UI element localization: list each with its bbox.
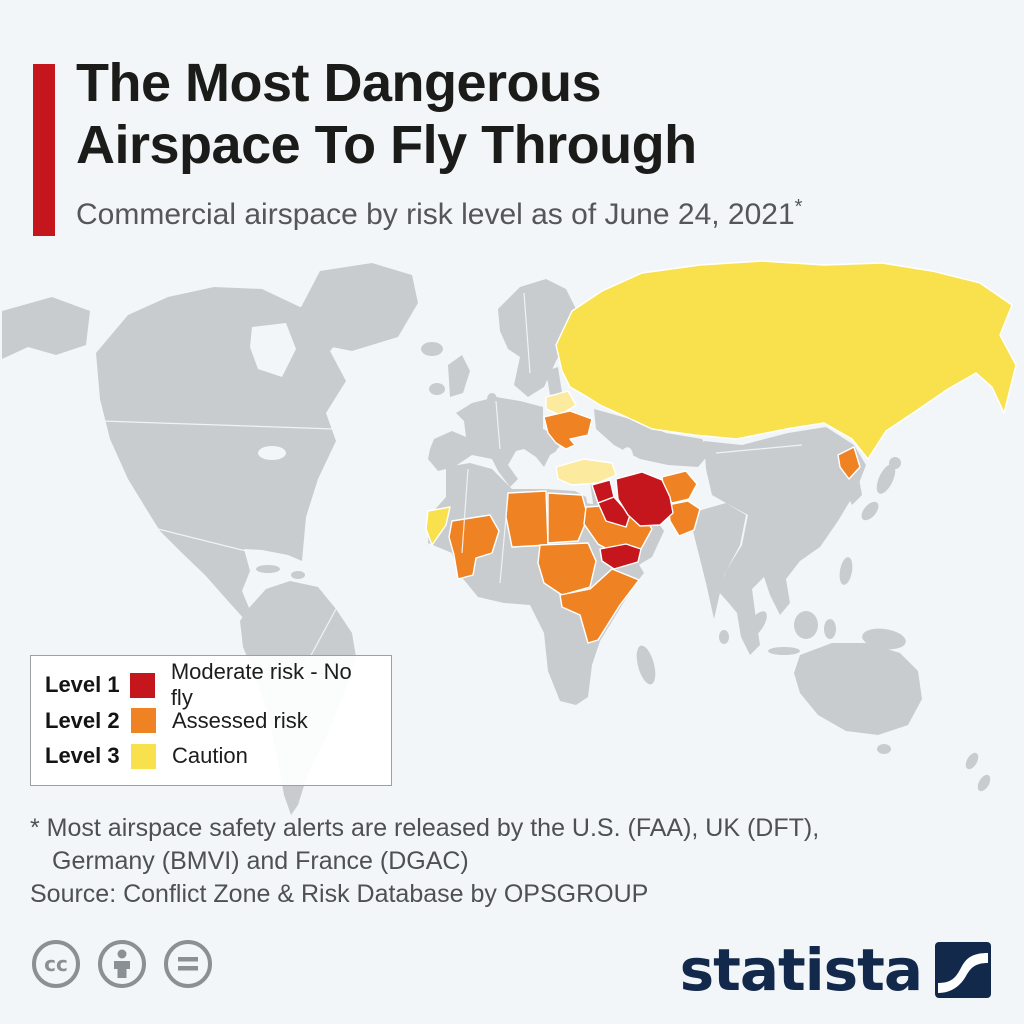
statista-logo-mark (935, 942, 991, 998)
legend-row-level1: Level 1 Moderate risk - No fly (45, 659, 377, 710)
page-subtitle: Commercial airspace by risk level as of … (76, 196, 803, 231)
water-caspian-sea (616, 447, 634, 483)
country-western-sahara (425, 506, 451, 546)
island-new-zealand-south (977, 774, 991, 792)
country-south-korea (845, 473, 862, 505)
country-belarus (545, 390, 577, 416)
country-denmark (487, 393, 497, 405)
water-great-lakes (258, 446, 286, 460)
map-legend: Level 1 Moderate risk - No fly Level 2 A… (30, 655, 392, 786)
statista-logo-text: statista (679, 936, 923, 1004)
region-central-asia (594, 409, 710, 467)
legend-level1-swatch (129, 672, 155, 698)
title-accent-bar (33, 64, 55, 236)
footnote-line-2: Germany (BMVI) and France (DGAC) (52, 847, 469, 875)
region-baltics (546, 367, 562, 395)
country-russia (555, 260, 1017, 460)
island-japan-hokkaido (889, 457, 901, 469)
cc-icon[interactable]: cc (30, 938, 82, 990)
legend-level2-swatch (131, 708, 156, 733)
country-ireland (429, 383, 445, 395)
cc-license-badge[interactable]: cc (30, 938, 214, 990)
map-water-overlays (250, 323, 634, 483)
country-sudan (537, 542, 597, 596)
legend-level3-label: Caution (172, 743, 248, 768)
island-philippines (839, 557, 853, 585)
island-cuba (256, 565, 280, 573)
country-libya (505, 490, 549, 548)
statista-logo[interactable]: statista (680, 936, 992, 1004)
island-hispaniola (291, 571, 305, 579)
legend-level2-name: Level 2 (45, 707, 120, 733)
region-australia (794, 643, 922, 735)
region-europe-mainland (428, 397, 560, 487)
country-ukraine (543, 410, 593, 450)
svg-text:cc: cc (44, 952, 68, 976)
country-turkey (555, 458, 617, 486)
no-derivatives-icon[interactable] (162, 938, 214, 990)
legend-level1-name: Level 1 (45, 672, 120, 697)
map-land-neutral (2, 263, 991, 815)
island-java (768, 647, 800, 655)
world-map-svg (2, 260, 1017, 815)
island-sumatra (745, 611, 767, 639)
country-north-korea (837, 446, 861, 480)
subtitle-asterisk: * (794, 196, 803, 218)
island-sri-lanka (719, 630, 729, 644)
island-new-guinea (862, 628, 906, 650)
legend-row-level3: Level 3 Caution (45, 740, 377, 772)
country-iran (615, 471, 674, 527)
map-level1-countries (591, 471, 674, 570)
page-title: The Most Dangerous Airspace To Fly Throu… (76, 52, 697, 176)
attribution-person-icon[interactable] (96, 938, 148, 990)
footnote-line-1: * Most airspace safety alerts are releas… (30, 814, 820, 842)
island-borneo (794, 611, 818, 639)
legend-row-level2: Level 2 Assessed risk (45, 705, 377, 737)
legend-level2-label: Assessed risk (172, 707, 308, 733)
island-madagascar (636, 645, 656, 685)
region-scandinavia (498, 279, 576, 397)
island-new-zealand-north (965, 752, 979, 770)
water-hudson-bay (250, 323, 296, 377)
map-level3-light-countries (545, 390, 617, 486)
island-japan-honshu (876, 464, 896, 494)
world-map (0, 253, 1024, 825)
region-east-asia (704, 427, 866, 655)
island-tasmania (877, 744, 891, 754)
region-india (692, 503, 746, 619)
country-pakistan (667, 500, 701, 537)
country-mali (448, 514, 500, 580)
legend-level3-swatch (131, 743, 156, 769)
country-egypt (547, 492, 589, 544)
country-yemen (599, 543, 642, 570)
country-united-kingdom (448, 355, 470, 397)
island-japan-kyushu (861, 501, 879, 521)
legend-level1-label: Moderate risk - No fly (170, 659, 352, 710)
title-line-2: Airspace To Fly Through (76, 115, 697, 175)
country-iraq (597, 496, 631, 528)
source-line: Source: Conflict Zone & Risk Database by… (30, 880, 649, 908)
legend-level3-name: Level 3 (45, 743, 120, 768)
map-level3-countries (425, 260, 1017, 546)
island-sulawesi (824, 619, 836, 639)
region-horn-of-africa (559, 568, 640, 644)
title-line-1: The Most Dangerous (76, 53, 602, 113)
region-north-america (96, 287, 352, 625)
region-alaska (2, 297, 90, 359)
country-iceland (421, 342, 443, 356)
footnote: * Most airspace safety alerts are releas… (30, 812, 819, 878)
